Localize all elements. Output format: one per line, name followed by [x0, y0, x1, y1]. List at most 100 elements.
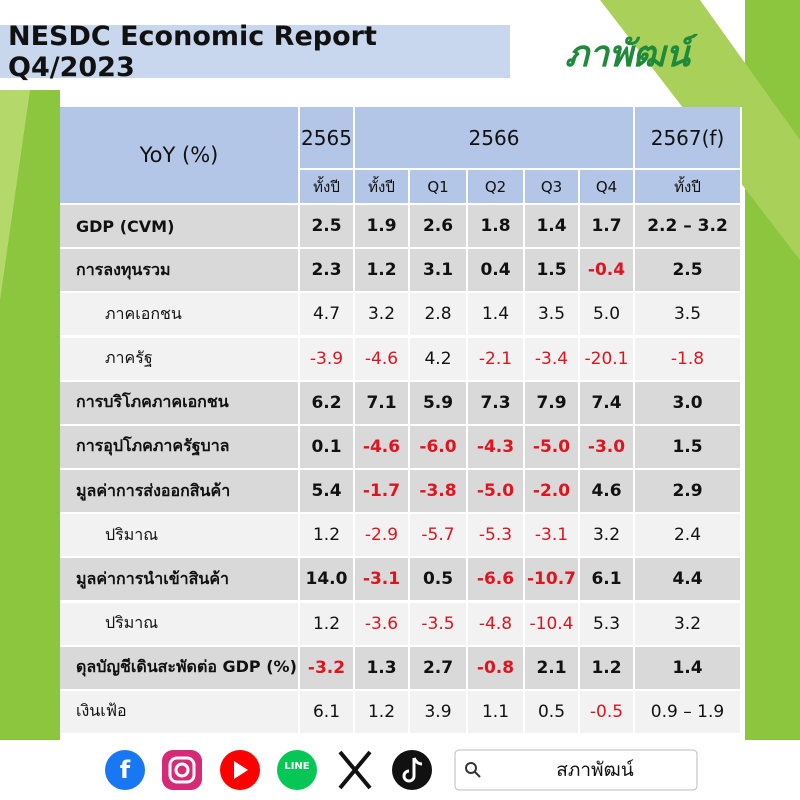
cell-value: 3.5 [635, 293, 742, 338]
logo: ภาพัฒน์ [565, 34, 690, 75]
cell-value: 4.4 [635, 558, 742, 603]
cell-value: 1.4 [635, 646, 742, 691]
cell-value: -5.3 [468, 514, 525, 559]
cell-value: 1.8 [468, 205, 525, 250]
year-header: 2565 [300, 107, 355, 170]
cell-value: 1.5 [635, 425, 742, 470]
cell-value: -3.4 [525, 337, 580, 382]
cell-value: 6.2 [300, 381, 355, 426]
cell-value: -4.6 [355, 337, 410, 382]
cell-value: 1.2 [580, 646, 635, 691]
sub-header: Q3 [525, 170, 580, 205]
cell-value: 1.5 [525, 249, 580, 294]
sub-header: ทั้งปี [635, 170, 742, 205]
cell-value: -0.8 [468, 646, 525, 691]
cell-value: -6.6 [468, 558, 525, 603]
row-label: การอุปโภคภาครัฐบาล [60, 425, 300, 470]
cell-value: 1.7 [580, 205, 635, 250]
cell-value: -3.1 [355, 558, 410, 603]
cell-value: 7.4 [580, 381, 635, 426]
sub-row-label: ปริมาณ [60, 602, 300, 647]
cell-value: 3.5 [525, 293, 580, 338]
year-header: 2567(f) [635, 107, 742, 170]
cell-value: 5.0 [580, 293, 635, 338]
cell-value: 5.9 [410, 381, 468, 426]
cell-value: 2.7 [410, 646, 468, 691]
cell-value: 7.9 [525, 381, 580, 426]
cell-value: -6.0 [410, 425, 468, 470]
row-label: การบริโภคภาคเอกชน [60, 381, 300, 426]
row-label: เงินเฟ้อ [60, 690, 300, 735]
cell-value: 4.6 [580, 470, 635, 515]
cell-value: -3.8 [410, 470, 468, 515]
cell-value: 3.2 [580, 514, 635, 559]
cell-value: 0.5 [525, 690, 580, 735]
cell-value: -20.1 [580, 337, 635, 382]
cell-value: 14.0 [300, 558, 355, 603]
corner-header: YoY (%) [60, 107, 300, 205]
cell-value: -4.3 [468, 425, 525, 470]
cell-value: 1.2 [300, 514, 355, 559]
cell-value: 1.1 [468, 690, 525, 735]
svg-text:f: f [120, 756, 131, 784]
cell-value: -5.0 [468, 470, 525, 515]
cell-value: -0.5 [580, 690, 635, 735]
cell-value: 3.9 [410, 690, 468, 735]
cell-value: 3.0 [635, 381, 742, 426]
cell-value: 0.5 [410, 558, 468, 603]
search-text[interactable]: สภาพัฒน์ [556, 759, 634, 781]
cell-value: 6.1 [580, 558, 635, 603]
sub-row-label: ภาคเอกชน [60, 293, 300, 338]
cell-value: 1.2 [300, 602, 355, 647]
cell-value: -3.1 [525, 514, 580, 559]
cell-value: -3.5 [410, 602, 468, 647]
cell-value: 2.5 [635, 249, 742, 294]
cell-value: 1.2 [355, 690, 410, 735]
cell-value: -5.7 [410, 514, 468, 559]
cell-value: 5.3 [580, 602, 635, 647]
cell-value: 2.1 [525, 646, 580, 691]
cell-value: -10.4 [525, 602, 580, 647]
sub-header: Q1 [410, 170, 468, 205]
title: NESDC Economic Report Q4/2023 [0, 21, 510, 83]
sub-row-label: ภาครัฐ [60, 337, 300, 382]
cell-value: -2.0 [525, 470, 580, 515]
cell-value: -4.6 [355, 425, 410, 470]
cell-value: -3.2 [300, 646, 355, 691]
row-label: GDP (CVM) [60, 205, 300, 250]
row-label: มูลค่าการส่งออกสินค้า [60, 470, 300, 515]
cell-value: -5.0 [525, 425, 580, 470]
cell-value: 0.9 – 1.9 [635, 690, 742, 735]
sub-header: ทั้งปี [355, 170, 410, 205]
cell-value: -3.0 [580, 425, 635, 470]
cell-value: 7.1 [355, 381, 410, 426]
cell-value: 1.2 [355, 249, 410, 294]
cell-value: 4.2 [410, 337, 468, 382]
cell-value: 1.4 [525, 205, 580, 250]
cell-value: -2.1 [468, 337, 525, 382]
cell-value: 1.9 [355, 205, 410, 250]
row-label: มูลค่าการนำเข้าสินค้า [60, 558, 300, 603]
cell-value: 2.9 [635, 470, 742, 515]
cell-value: 2.6 [410, 205, 468, 250]
row-label: การลงทุนรวม [60, 249, 300, 294]
cell-value: 1.3 [355, 646, 410, 691]
cell-value: -1.7 [355, 470, 410, 515]
cell-value: 6.1 [300, 690, 355, 735]
cell-value: -4.8 [468, 602, 525, 647]
cell-value: 2.2 – 3.2 [635, 205, 742, 250]
cell-value: 0.1 [300, 425, 355, 470]
cell-value: -1.8 [635, 337, 742, 382]
footer: f [105, 749, 698, 791]
cell-value: 0.4 [468, 249, 525, 294]
cell-value: -3.9 [300, 337, 355, 382]
sub-header: Q4 [580, 170, 635, 205]
sub-row-label: ปริมาณ [60, 514, 300, 559]
cell-value: 2.4 [635, 514, 742, 559]
cell-value: 5.4 [300, 470, 355, 515]
cell-value: 7.3 [468, 381, 525, 426]
cell-value: -10.7 [525, 558, 580, 603]
cell-value: 4.7 [300, 293, 355, 338]
year-header: 2566 [355, 107, 635, 170]
